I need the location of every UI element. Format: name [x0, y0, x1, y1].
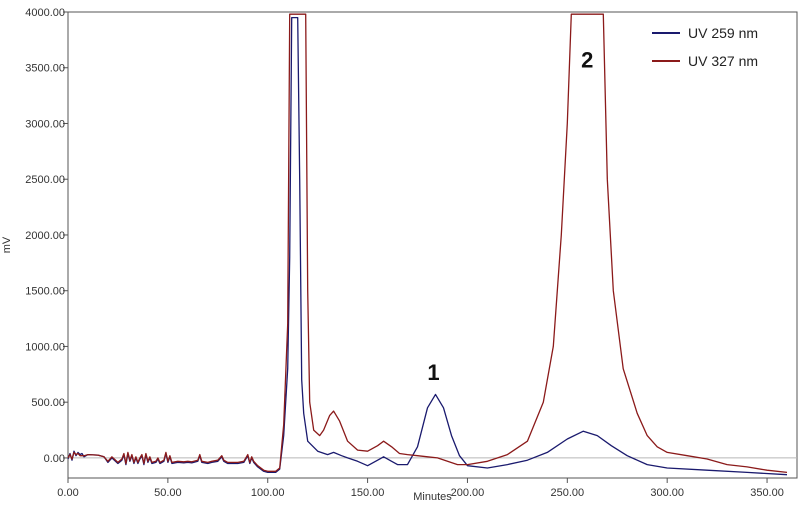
- x-tick-label: 350.00: [750, 487, 784, 499]
- x-tick-label: 200.00: [451, 487, 485, 499]
- x-tick-label: 100.00: [251, 487, 285, 499]
- x-tick-label: 150.00: [351, 487, 385, 499]
- y-tick-label: 4000.00: [25, 7, 65, 19]
- y-tick-label: 1500.00: [25, 286, 65, 298]
- y-axis-title: mV: [1, 236, 13, 253]
- y-tick-label: 2500.00: [25, 174, 65, 186]
- y-axis-ticks: 0.00 500.00 1000.00 1500.00 2000.00 2500.00 30…: [25, 7, 68, 465]
- y-tick-label: 3500.00: [25, 63, 65, 75]
- peak-label-2: 2: [581, 48, 593, 73]
- peak-annotations: 12: [427, 48, 593, 385]
- y-tick-label: 1000.00: [25, 341, 65, 353]
- y-tick-label: 500.00: [31, 397, 65, 409]
- legend: UV 259 nm UV 327 nm: [652, 25, 758, 69]
- x-axis-ticks: 0.00 50.00 100.00 150.00 200.00 250.00 300.00 3…: [57, 478, 784, 499]
- y-tick-label: 3000.00: [25, 118, 65, 130]
- x-tick-label: 300.00: [650, 487, 684, 499]
- x-axis-title: Minutes: [413, 491, 452, 503]
- legend-label-uv327: UV 327 nm: [688, 53, 758, 69]
- series-layer: [67, 13, 788, 476]
- series-line-uv327: [67, 13, 788, 474]
- plot-border: [67, 11, 798, 479]
- x-tick-label: 250.00: [550, 487, 584, 499]
- y-tick-label: 0.00: [44, 453, 65, 465]
- y-tick-label: 2000.00: [25, 230, 65, 242]
- legend-label-uv259: UV 259 nm: [688, 25, 758, 41]
- plot-area: [67, 11, 798, 479]
- x-tick-label: 50.00: [154, 487, 182, 499]
- peak-label-1: 1: [427, 360, 439, 385]
- x-tick-label: 0.00: [57, 487, 78, 499]
